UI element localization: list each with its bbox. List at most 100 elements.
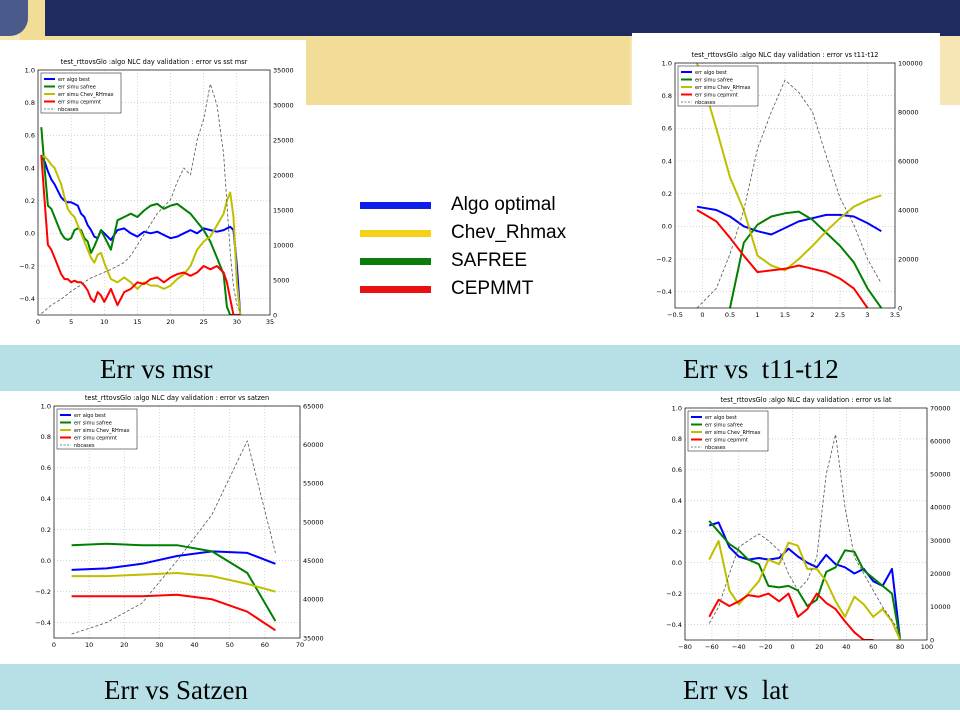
series-line-algo_best — [708, 521, 902, 640]
x-tick-label: −60 — [705, 643, 719, 651]
x-tick-label: 0 — [700, 311, 704, 319]
x-tick-label: −40 — [732, 643, 746, 651]
y-tick-label: −0.4 — [19, 295, 35, 303]
x-tick-label: 2.5 — [835, 311, 845, 319]
inner-legend-label: err algo best — [695, 70, 727, 76]
caption-err-vs-msr: Err vs msr — [100, 354, 213, 384]
y-tick-label: 0.6 — [662, 125, 672, 133]
chart-err-vs-t11-t12: test_rttovsGlo :algo NLC day validation … — [632, 33, 940, 323]
x-tick-label: −0.5 — [667, 311, 683, 319]
inner-legend-label: err simu safree — [695, 78, 733, 84]
y-tick-label: 0.8 — [41, 433, 51, 441]
x-tick-label: 80 — [896, 643, 904, 651]
chart-err-vs-satzen: test_rttovsGlo :algo NLC day validation … — [20, 392, 338, 660]
legend-label: Algo optimal — [451, 194, 556, 215]
inner-legend-label: err algo best — [74, 413, 106, 419]
y2-tick-label: 60000 — [303, 441, 324, 449]
inner-legend-label: err simu Chev_RHmax — [705, 430, 761, 436]
inner-legend-label: err simu safree — [58, 85, 96, 91]
y2-tick-label: 10000 — [930, 603, 951, 611]
y-tick-label: 0.2 — [662, 190, 672, 198]
plot-frame — [684, 407, 928, 641]
y-tick-label: 0.0 — [672, 559, 682, 567]
y2-tick-label: 10000 — [273, 241, 294, 249]
legend-swatch-algo-optimal — [360, 202, 431, 209]
x-tick-label: 0 — [52, 641, 56, 649]
y2-tick-label: 45000 — [303, 557, 324, 565]
y2-tick-label: 30000 — [930, 537, 951, 545]
series-line-algo_best — [696, 205, 882, 236]
y-tick-label: −0.4 — [666, 621, 682, 629]
y2-tick-label: 30000 — [273, 101, 294, 109]
y2-tick-label: 15000 — [273, 206, 294, 214]
inner-legend-label: err simu Chev_RHmax — [58, 92, 114, 98]
x-tick-label: 70 — [296, 641, 304, 649]
y-tick-label: −0.4 — [656, 288, 672, 296]
legend-item-safree: SAFREE — [356, 246, 606, 274]
legend-label: CEPMMT — [451, 278, 534, 299]
series-line-chev — [708, 540, 902, 640]
inner-legend-label: err simu safree — [705, 423, 743, 429]
x-tick-label: 3 — [865, 311, 869, 319]
y-tick-label: −0.2 — [35, 588, 51, 596]
inner-legend-label: err simu safree — [74, 421, 112, 427]
x-tick-label: 0 — [36, 318, 40, 326]
legend-item-algo-optimal: Algo optimal — [356, 190, 606, 218]
plot-frame — [53, 405, 301, 639]
chart-title: test_rttovsGlo :algo NLC day validation … — [720, 396, 891, 404]
series-line-safree — [40, 127, 241, 315]
title-bar — [45, 0, 960, 36]
chart-err-vs-msr: test_rttovsGlo :algo NLC day validation … — [0, 40, 306, 340]
plot-area — [71, 440, 277, 635]
series-line-chev — [41, 155, 242, 315]
y-tick-label: 0.2 — [672, 528, 682, 536]
y2-tick-label: 35000 — [273, 66, 294, 74]
y-tick-label: 1.0 — [41, 402, 51, 410]
series-line-cepmmt — [696, 209, 869, 308]
y-tick-label: 0.4 — [25, 164, 35, 172]
chart-title: test_rttovsGlo :algo NLC day validation … — [61, 58, 248, 66]
y-tick-label: 0.8 — [25, 99, 35, 107]
y2-tick-label: 100000 — [898, 59, 923, 67]
y2-tick-label: 25000 — [273, 136, 294, 144]
chart-err-vs-lat: test_rttovsGlo :algo NLC day validation … — [657, 394, 952, 662]
legend-label: Chev_Rhmax — [451, 222, 567, 243]
chart-svg: test_rttovsGlo :algo NLC day validation … — [666, 396, 951, 651]
legend-swatch-safree — [360, 258, 431, 265]
x-tick-label: 5 — [69, 318, 73, 326]
line-color-legend: Algo optimal Chev_Rhmax SAFREE CEPMMT — [356, 190, 606, 310]
y2-tick-label: 20000 — [898, 255, 919, 263]
plot-area — [696, 63, 883, 308]
y-tick-label: 0.8 — [672, 435, 682, 443]
chart-svg: test_rttovsGlo :algo NLC day validation … — [19, 58, 294, 326]
x-tick-label: 0 — [790, 643, 794, 651]
inner-legend-label: err simu cepmmt — [705, 438, 748, 444]
series-line-nbcases — [696, 79, 882, 308]
caption-err-vs-satzen: Err vs Satzen — [104, 675, 248, 705]
y2-tick-label: 0 — [898, 304, 902, 312]
y-tick-label: 1.0 — [672, 404, 682, 412]
y2-tick-label: 50000 — [930, 471, 951, 479]
y-tick-label: 0.2 — [25, 197, 35, 205]
x-tick-label: −80 — [678, 643, 692, 651]
y-tick-label: 1.0 — [25, 66, 35, 74]
x-tick-label: 0.5 — [725, 311, 735, 319]
x-tick-label: 35 — [266, 318, 274, 326]
y2-tick-label: 60000 — [898, 157, 919, 165]
chart-title: test_rttovsGlo :algo NLC day validation … — [692, 51, 879, 59]
inner-legend-label: err simu Chev_RHmax — [695, 85, 751, 91]
inner-legend-label: nbcases — [74, 443, 95, 449]
inner-legend-label: err simu cepmmt — [695, 93, 738, 99]
y2-tick-label: 20000 — [273, 171, 294, 179]
x-tick-label: 30 — [233, 318, 241, 326]
y2-tick-label: 70000 — [930, 404, 951, 412]
series-line-algo_best — [71, 550, 276, 571]
y2-tick-label: 0 — [930, 636, 934, 644]
x-tick-label: 60 — [261, 641, 269, 649]
x-tick-label: 30 — [155, 641, 163, 649]
y-tick-label: 0.4 — [41, 495, 51, 503]
series-line-chev — [71, 572, 276, 593]
